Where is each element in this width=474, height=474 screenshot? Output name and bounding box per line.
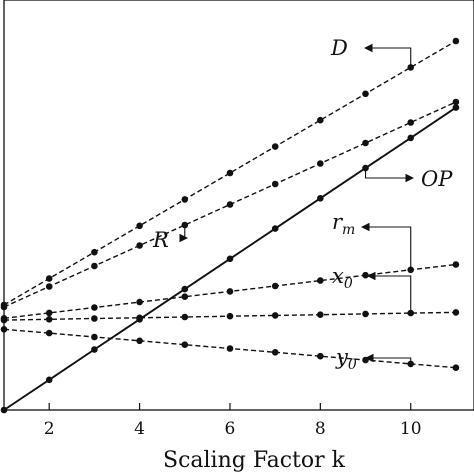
data-point-d bbox=[91, 248, 98, 256]
series-layer bbox=[0, 37, 460, 414]
data-point-d bbox=[362, 90, 369, 98]
leader-arrow-d bbox=[363, 43, 412, 68]
data-point-y-0 bbox=[45, 329, 53, 337]
series-op bbox=[0, 104, 460, 414]
data-point-d bbox=[271, 143, 279, 150]
data-point-r bbox=[407, 119, 415, 126]
data-point-op bbox=[0, 406, 8, 414]
series-label-d: D bbox=[330, 36, 348, 60]
data-point-op bbox=[317, 195, 324, 202]
x-axis: 2 4 6 8 10 bbox=[44, 403, 422, 439]
data-point-op bbox=[226, 255, 234, 263]
series-label-r: R bbox=[152, 228, 169, 252]
data-point-x-0 bbox=[271, 312, 279, 319]
data-point-y-0 bbox=[91, 333, 98, 341]
x-tick-label: 2 bbox=[44, 419, 55, 439]
data-point-r bbox=[0, 303, 8, 311]
data-point-op bbox=[181, 285, 189, 293]
data-point-d bbox=[452, 37, 460, 45]
data-point-y-0 bbox=[271, 349, 279, 356]
data-point-r bbox=[226, 201, 234, 208]
series-label-op: OP bbox=[421, 167, 453, 191]
data-point-x-0 bbox=[136, 314, 143, 322]
data-point-y-0 bbox=[0, 326, 8, 333]
data-point-x-0 bbox=[0, 316, 8, 324]
data-point-r-m bbox=[181, 293, 189, 301]
leader-arrow-op bbox=[364, 168, 415, 183]
data-point-x-0 bbox=[226, 312, 234, 320]
series-line-d bbox=[3, 40, 457, 306]
data-point-r bbox=[452, 98, 460, 106]
data-point-r-m bbox=[136, 298, 143, 306]
series-y-0 bbox=[0, 326, 460, 372]
series-d bbox=[0, 37, 460, 309]
data-point-r-m bbox=[226, 288, 234, 295]
data-point-op bbox=[407, 134, 415, 142]
data-point-x-0 bbox=[181, 313, 189, 321]
data-point-x-0 bbox=[317, 311, 324, 319]
data-point-y-0 bbox=[181, 341, 189, 349]
data-point-d bbox=[226, 169, 234, 177]
data-point-x-0 bbox=[91, 315, 98, 322]
plot-frame bbox=[3, 0, 474, 411]
data-point-r bbox=[362, 139, 369, 147]
data-point-r-m bbox=[271, 282, 279, 290]
data-point-d bbox=[317, 116, 324, 124]
data-point-y-0 bbox=[407, 360, 415, 368]
data-point-d bbox=[407, 64, 415, 71]
data-point-x-0 bbox=[362, 310, 369, 318]
data-point-y-0 bbox=[136, 337, 143, 345]
plot-area: D R OP rm x0 y0 bbox=[0, 0, 474, 414]
data-point-d bbox=[45, 275, 53, 282]
x-tick-label: 10 bbox=[400, 419, 422, 439]
annotation-layer: D R OP rm x0 y0 bbox=[152, 36, 453, 373]
leader-arrow-y-0 bbox=[364, 353, 412, 364]
x-tick-label: 8 bbox=[315, 419, 326, 439]
data-point-y-0 bbox=[452, 364, 460, 372]
x-tick-label: 6 bbox=[225, 419, 236, 439]
x-tick-label: 4 bbox=[134, 419, 145, 439]
x-axis-title: Scaling Factor k bbox=[163, 448, 346, 473]
data-point-d bbox=[181, 196, 189, 203]
data-point-r-m bbox=[452, 261, 460, 268]
data-point-op bbox=[271, 225, 279, 232]
data-point-op bbox=[91, 346, 98, 353]
leader-arrow-r bbox=[179, 224, 189, 243]
leader-arrow-x-0 bbox=[366, 271, 412, 314]
data-point-op bbox=[452, 104, 460, 111]
data-point-y-0 bbox=[317, 352, 324, 360]
leader-arrow-r-m bbox=[360, 222, 412, 270]
data-point-d bbox=[136, 222, 143, 230]
series-label-r-m: rm bbox=[332, 210, 355, 238]
data-point-r-m bbox=[317, 277, 324, 284]
series-label-y-0: y0 bbox=[335, 345, 357, 373]
data-point-x-0 bbox=[452, 309, 460, 316]
data-point-r bbox=[136, 242, 143, 249]
data-point-r-m bbox=[91, 304, 98, 311]
data-point-x-0 bbox=[45, 316, 53, 323]
data-point-op bbox=[45, 376, 53, 384]
data-point-r-m bbox=[45, 309, 53, 317]
series-r bbox=[0, 98, 460, 311]
series-label-x-0: x0 bbox=[332, 264, 353, 292]
data-point-r bbox=[91, 262, 98, 270]
data-point-r bbox=[45, 283, 53, 290]
data-point-r bbox=[317, 160, 324, 167]
data-point-y-0 bbox=[226, 345, 234, 352]
series-x-0 bbox=[0, 309, 460, 324]
data-point-r bbox=[271, 180, 279, 188]
series-r-m bbox=[0, 261, 460, 322]
data-point-r-m bbox=[362, 271, 369, 279]
